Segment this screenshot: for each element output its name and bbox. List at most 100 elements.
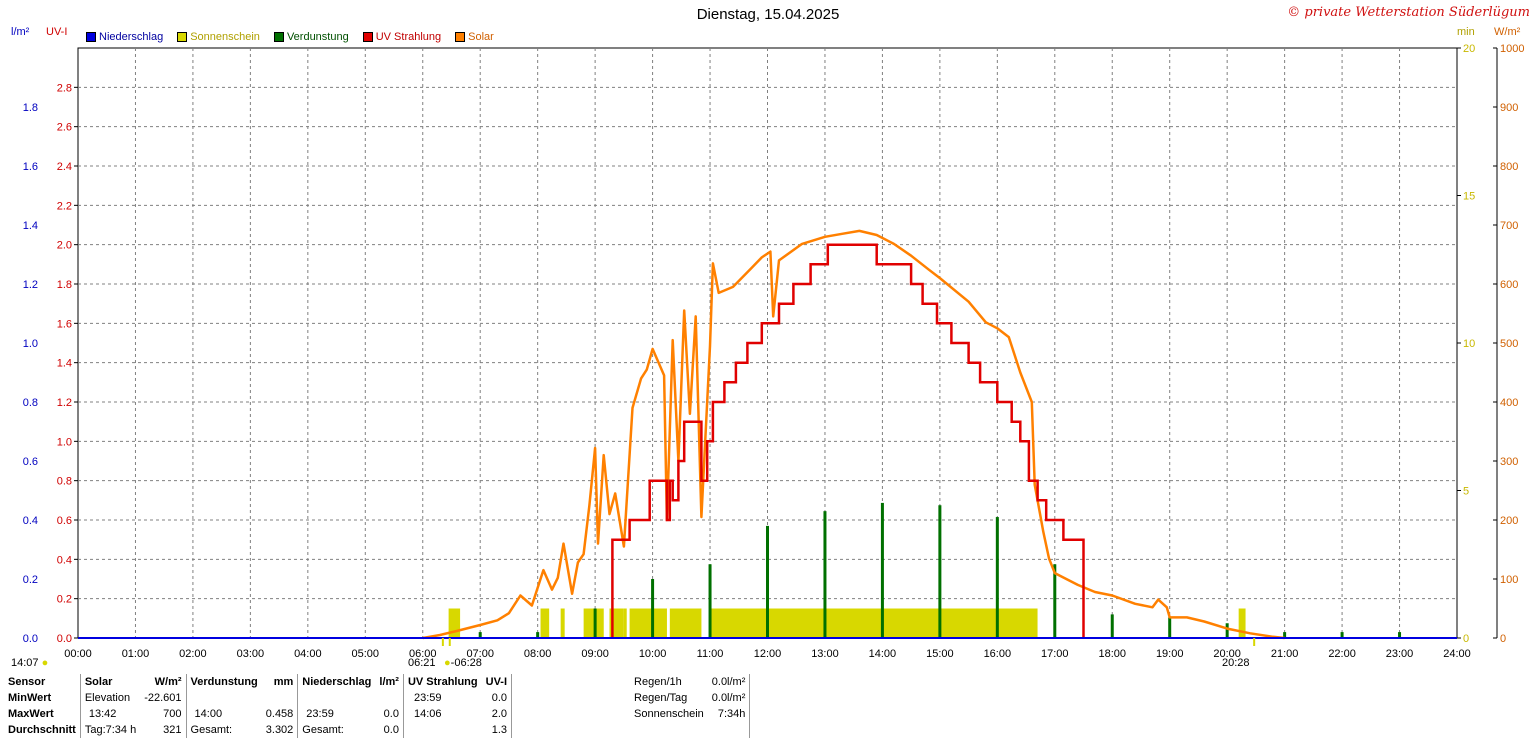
sunshine-bar (540, 608, 550, 638)
stats-cell: 14:06 (402, 706, 482, 722)
uv-tick-label: 0.6 (57, 515, 72, 527)
evaporation-bar (880, 502, 884, 638)
stats-cell: -22.601 (144, 692, 182, 704)
uv-tick-label: 1.0 (57, 436, 72, 448)
x-tick-label: 11:00 (697, 648, 724, 660)
rain-tick-label: 0.0 (23, 633, 38, 645)
sunshine-bar (669, 608, 702, 638)
uv-tick-label: 0.4 (57, 554, 72, 566)
stats-cell (185, 690, 262, 706)
solar-tick-label: 500 (1500, 338, 1518, 350)
sunshine-tick-label: 0 (1463, 633, 1469, 645)
copyright: © private Wetterstation Süderlügum (1287, 5, 1530, 20)
x-tick-label: 18:00 (1098, 648, 1126, 660)
solar-tick-label: 900 (1500, 102, 1518, 114)
stats-cell: 0.0 (491, 692, 508, 704)
solar-tick-label: 400 (1500, 397, 1518, 409)
uv-tick-label: 0.0 (57, 633, 72, 645)
stats-cell: 13:42 (79, 706, 141, 722)
solar-tick-label: 700 (1500, 220, 1518, 232)
x-tick-label: 14:00 (869, 648, 897, 660)
stats-cell: 0.458 (265, 708, 294, 720)
stats-header-uv: UV Strahlung (402, 674, 482, 690)
x-tick-label: 13:00 (811, 648, 839, 660)
legend: Niederschlag Sonnenschein Verdunstung UV… (86, 31, 494, 43)
sunshine-bar (448, 608, 461, 638)
x-tick-label: 20:00 (1213, 648, 1241, 660)
solar-tick-label: 100 (1500, 574, 1518, 586)
stats-cell: 14:00 (185, 706, 262, 722)
uv-tick-label: 2.4 (57, 161, 72, 173)
stats-extra-value: 0.0l/m² (711, 692, 746, 704)
legend-item-niederschlag: Niederschlag (86, 31, 163, 43)
uv-axis-unit: UV-I (46, 26, 68, 38)
sunshine-bar (560, 608, 565, 638)
stats-row-label: Durchschnitt (8, 724, 76, 736)
stats-header-evap-unit: mm (273, 676, 294, 688)
x-tick-label: 23:00 (1386, 648, 1414, 660)
solar-tick-label: 0 (1500, 633, 1506, 645)
stats-row-label: MinWert (8, 692, 52, 704)
x-tick-label: 15:00 (926, 648, 954, 660)
x-tick-label: 03:00 (237, 648, 265, 660)
stats-extra-label: Sonnenschein (634, 708, 704, 720)
stats-cell: 23:59 (402, 690, 482, 706)
x-tick-label: 22:00 (1328, 648, 1356, 660)
stats-cell: 23:59 (297, 706, 376, 722)
uv-tick-label: 2.6 (57, 122, 72, 134)
evaporation-bar (651, 579, 655, 638)
legend-item-uv: UV Strahlung (362, 31, 441, 43)
uv-tick-label: 1.8 (57, 279, 72, 291)
stats-cell (262, 690, 298, 706)
uv-tick-label: 1.2 (57, 397, 72, 409)
chart-title: Dienstag, 15.04.2025 (696, 6, 840, 23)
stats-header-solar-unit: W/m² (154, 676, 182, 688)
stats-cell (375, 690, 403, 706)
sunshine-bar (629, 608, 667, 638)
sunshine-bar (1238, 608, 1246, 638)
evaporation-bar (995, 517, 999, 638)
rain-tick-label: 0.6 (23, 456, 38, 468)
solar-axis-unit: W/m² (1494, 26, 1521, 38)
x-tick-label: 04:00 (294, 648, 322, 660)
sunshine-tick-label: 10 (1463, 338, 1475, 350)
stats-cell: Gesamt: (185, 722, 262, 738)
x-tick-label: 21:00 (1271, 648, 1299, 660)
uv-tick-label: 1.4 (57, 358, 72, 370)
x-tick-label: 00:00 (64, 648, 92, 660)
rain-axis-unit: l/m² (11, 26, 30, 38)
evaporation-bar (1168, 617, 1172, 638)
stats-cell (402, 722, 482, 738)
stats-cell: Elevation (79, 690, 141, 706)
stats-header-rain: Niederschlag (297, 674, 376, 690)
rain-tick-label: 1.8 (23, 102, 38, 114)
legend-item-solar: Solar (455, 31, 494, 43)
evaporation-bar (1053, 564, 1057, 638)
solar-tick-label: 800 (1500, 161, 1518, 173)
x-tick-label: 08:00 (524, 648, 552, 660)
sunshine-bar (710, 608, 1038, 638)
x-tick-label: 24:00 (1443, 648, 1471, 660)
x-tick-label: 16:00 (984, 648, 1012, 660)
sunrise-marker: ●-06:28 (444, 657, 482, 669)
stats-cell: 700 (163, 708, 182, 720)
x-tick-label: 06:00 (409, 648, 437, 660)
evaporation-bar (1110, 614, 1114, 638)
sunshine-bar (623, 608, 627, 638)
evaporation-bar (708, 564, 712, 638)
stats-header-solar: Solar (79, 674, 141, 690)
x-tick-label: 10:00 (639, 648, 667, 660)
evaporation-bar (1283, 632, 1287, 638)
stats-header-sensor: Sensor (8, 676, 46, 688)
evaporation-bar (1225, 623, 1229, 638)
rain-tick-label: 1.6 (23, 161, 38, 173)
sunshine-axis-unit: min (1457, 26, 1475, 38)
stats-cell: 1.3 (491, 724, 508, 736)
sunshine-tick-label: 20 (1463, 43, 1475, 55)
evaporation-bar (536, 632, 540, 638)
stats-cell (297, 690, 376, 706)
sunset-time: 20:28 (1222, 657, 1250, 669)
stats-header-rain-unit: l/m² (379, 676, 399, 688)
rain-tick-label: 0.2 (23, 574, 38, 586)
